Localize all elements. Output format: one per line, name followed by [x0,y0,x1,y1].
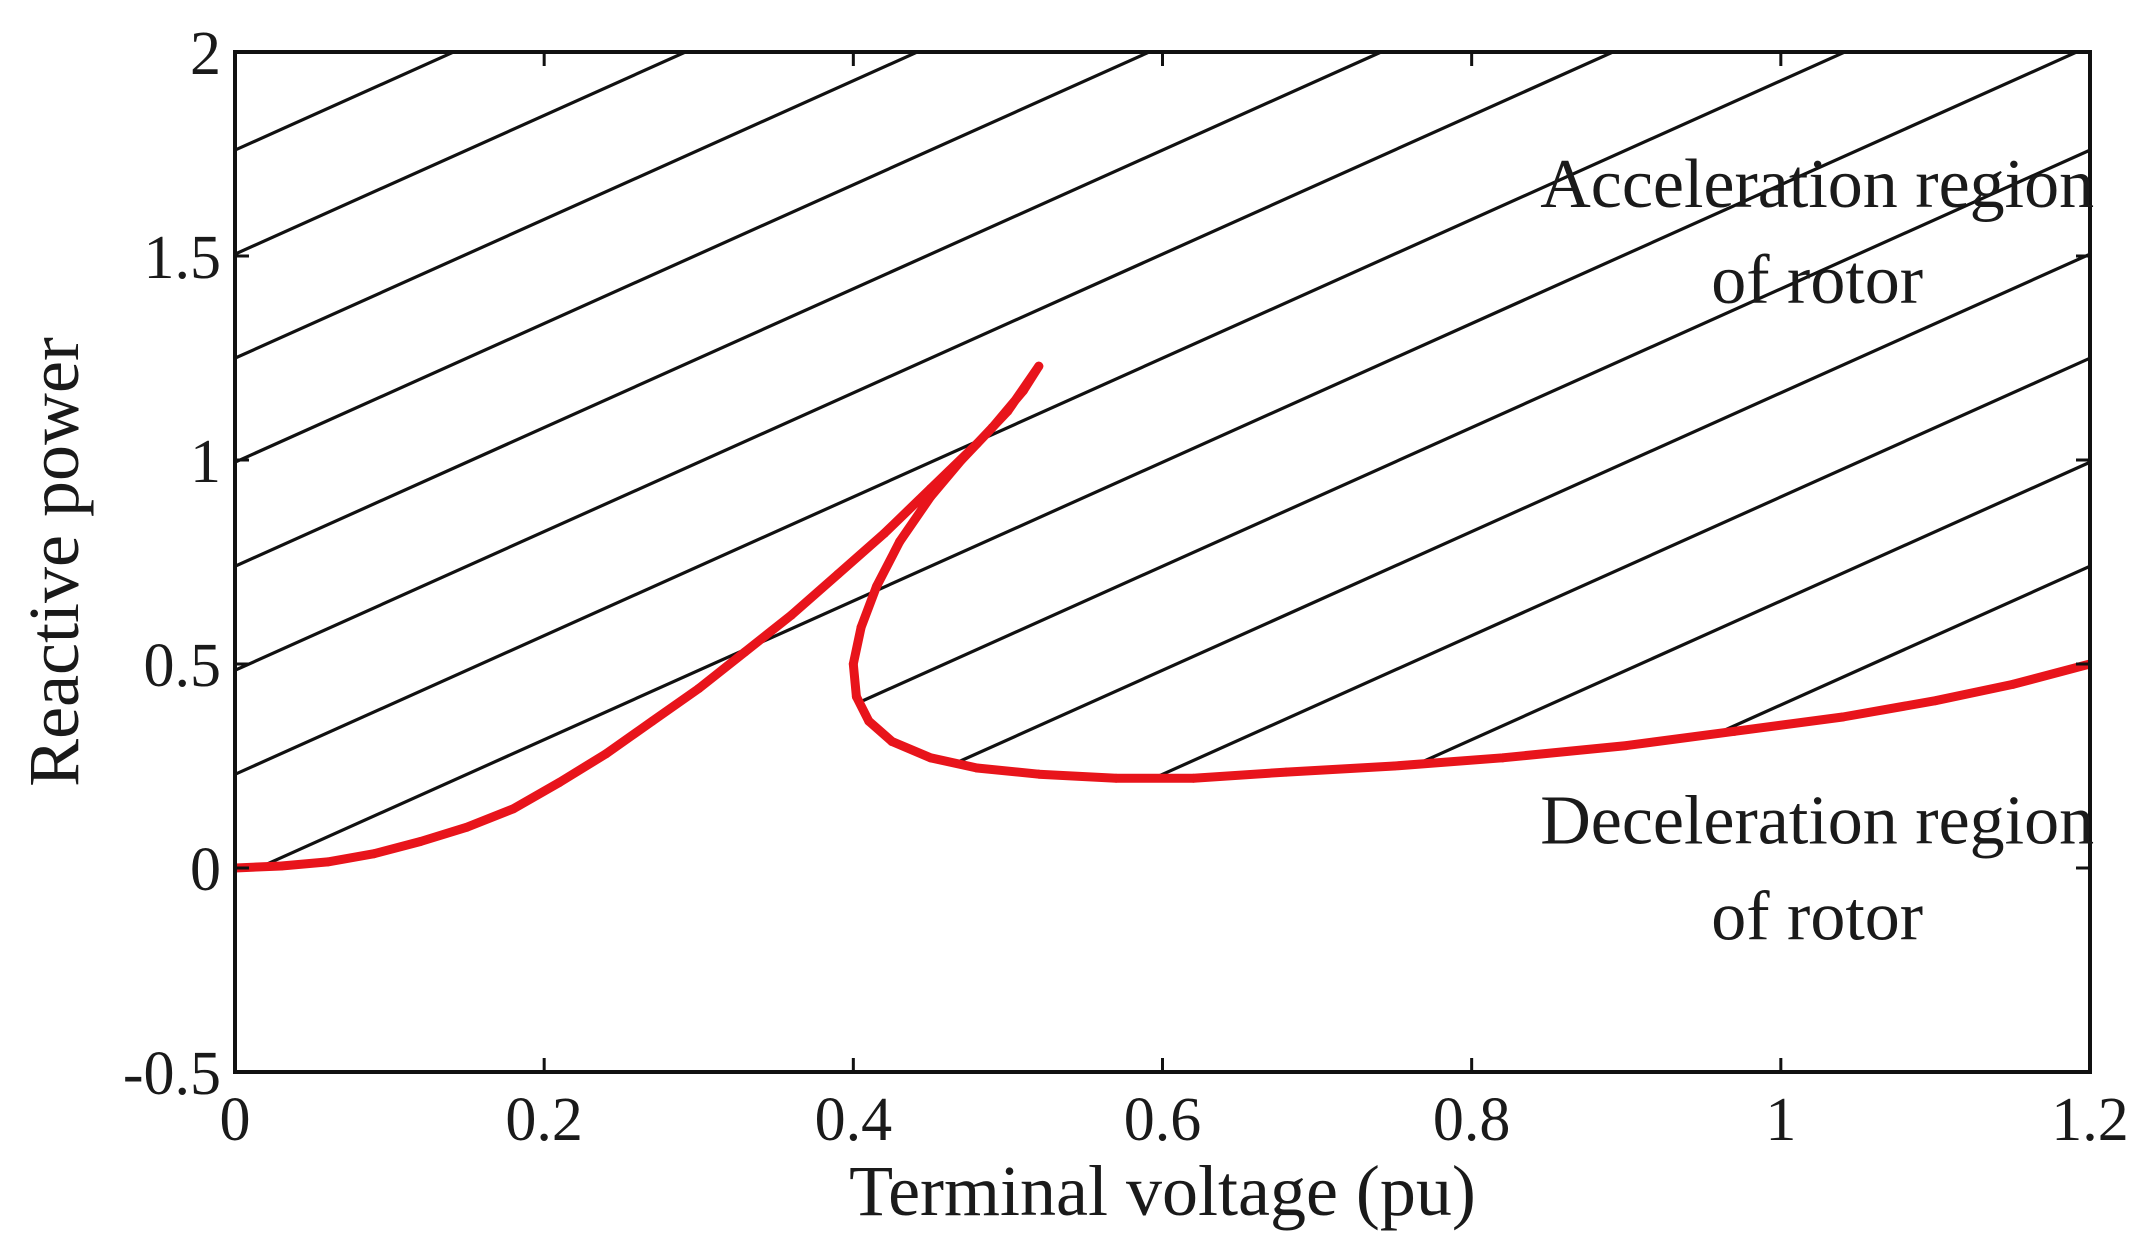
data-point [1282,768,1291,777]
x-axis-label: Terminal voltage (pu) [849,1151,1476,1231]
data-point [1034,770,1043,779]
data-point [1390,762,1399,771]
data-point [926,484,935,493]
hatch-line-0 [235,52,454,150]
data-point [872,582,881,591]
annotation-line1: Acceleration region [1540,146,2094,223]
hatch-line-10 [1155,358,2090,778]
hatch-line-9 [956,254,2090,763]
y-tick-label: -0.5 [123,1040,221,1108]
data-point [1019,386,1028,395]
y-tick-label: 1 [190,428,221,496]
data-point [973,439,982,448]
hatch-line-5 [235,52,1614,671]
chart-container: 0 0.2 0.4 0.6 0.8 1 1.2 -0.5 0 0.5 1 1.5 2 Terminal v… [0,0,2131,1250]
hatch-line-2 [235,52,918,358]
data-point [648,717,657,726]
y-tick-label: 0 [190,836,221,904]
data-point [1622,741,1631,750]
data-point [857,623,866,632]
data-point [1189,774,1198,783]
x-tick-label: 0 [220,1086,251,1154]
data-point [864,717,873,726]
data-point [1931,696,1940,705]
hatch-line-1 [235,52,686,254]
data-point [2008,680,2017,689]
data-point [416,837,425,846]
data-point [462,823,471,832]
x-tick-label: 0.4 [815,1086,893,1154]
data-point [787,611,796,620]
data-point [555,778,564,787]
data-point [852,692,861,701]
data-point [741,647,750,656]
data-point [926,753,935,762]
data-point [1730,727,1739,736]
y-tick-label: 1.5 [144,224,222,292]
annotation-line2: of rotor [1711,242,1923,319]
data-point [509,804,518,813]
y-tick-label: 2 [190,20,221,88]
data-point [880,529,889,538]
x-tick-label: 0.6 [1124,1086,1202,1154]
data-point [887,737,896,746]
data-point [602,749,611,758]
y-tick-label: 0.5 [144,632,222,700]
hatch-line-4 [235,52,1382,567]
data-point [926,492,935,501]
data-point [370,849,379,858]
annotation-line1: Deceleration region [1540,783,2094,860]
chart-svg: 0 0.2 0.4 0.6 0.8 1 1.2-0.500.511.52Terminal v… [0,0,2131,1250]
hatch-line-8 [860,150,2090,702]
y-axis-label: Reactive power [14,337,94,787]
annotation-line2: of rotor [1711,879,1923,956]
data-point [1034,362,1043,371]
data-point [895,537,904,546]
x-tick-label: 1 [1765,1086,1796,1154]
data-point [694,684,703,693]
data-point [1003,407,1012,416]
data-point [277,861,286,870]
data-point [957,456,966,465]
data-point [988,423,997,432]
data-point [1112,774,1121,783]
x-tick-label: 0.8 [1433,1086,1511,1154]
data-point [849,660,858,669]
annotation-acceleration: Acceleration region of rotor [1540,146,2094,319]
data-point [973,764,982,773]
data-point [1498,753,1507,762]
x-tick-label: 0.2 [505,1086,583,1154]
x-tick-label: 1.2 [2051,1086,2129,1154]
data-point [323,857,332,866]
data-point [833,570,842,579]
annotation-deceleration: Deceleration region of rotor [1540,783,2094,956]
data-point [1838,713,1847,722]
